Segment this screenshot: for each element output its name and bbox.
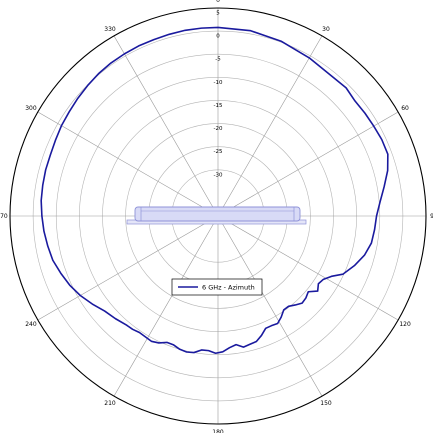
angle-tick-label: 60 xyxy=(401,105,409,112)
radial-tick-label: -15 xyxy=(214,103,223,109)
antenna-outline xyxy=(126,206,307,225)
series-line-6ghz-azimuth xyxy=(40,26,389,355)
legend: 6 GHz - Azimuth xyxy=(171,278,263,296)
angle-tick-label: 150 xyxy=(320,400,332,407)
radial-tick-label: -25 xyxy=(214,149,223,155)
radial-tick-label: -30 xyxy=(214,172,223,178)
angle-tick-label: 270 xyxy=(0,213,8,220)
radial-tick-label: -20 xyxy=(214,126,223,132)
radial-tick-label: 0 xyxy=(216,34,220,40)
radial-tick-labels: 5 0 -5 -10 -15 -20 -25 -30 xyxy=(214,11,223,179)
radial-tick-label: 5 xyxy=(216,11,220,17)
radial-line-240 xyxy=(37,215,219,321)
radial-line-300 xyxy=(37,111,219,217)
radial-line-330 xyxy=(113,35,219,217)
legend-label: 6 GHz - Azimuth xyxy=(202,284,255,292)
radial-line-150 xyxy=(217,215,323,397)
radial-tick-label: -5 xyxy=(215,57,221,63)
angle-tick-label: 30 xyxy=(322,26,330,33)
radial-line-30 xyxy=(217,35,323,217)
angle-tick-label: 120 xyxy=(399,321,411,328)
radial-tick-label: -10 xyxy=(214,80,223,86)
radial-line-60 xyxy=(217,111,399,217)
angle-tick-label: 180 xyxy=(212,429,224,433)
angle-tick-label: 330 xyxy=(104,26,116,33)
angle-tick-label: 240 xyxy=(25,321,37,328)
radial-line-210 xyxy=(113,215,219,397)
angle-tick-label: 210 xyxy=(104,400,116,407)
outer-circle xyxy=(9,7,427,425)
angle-tick-label: 0 xyxy=(216,0,220,4)
angle-tick-label: 300 xyxy=(25,105,37,112)
antenna-body xyxy=(134,206,301,222)
angle-tick-label: 90 xyxy=(430,213,433,220)
radial-line-120 xyxy=(217,215,399,321)
legend-box xyxy=(171,278,263,296)
